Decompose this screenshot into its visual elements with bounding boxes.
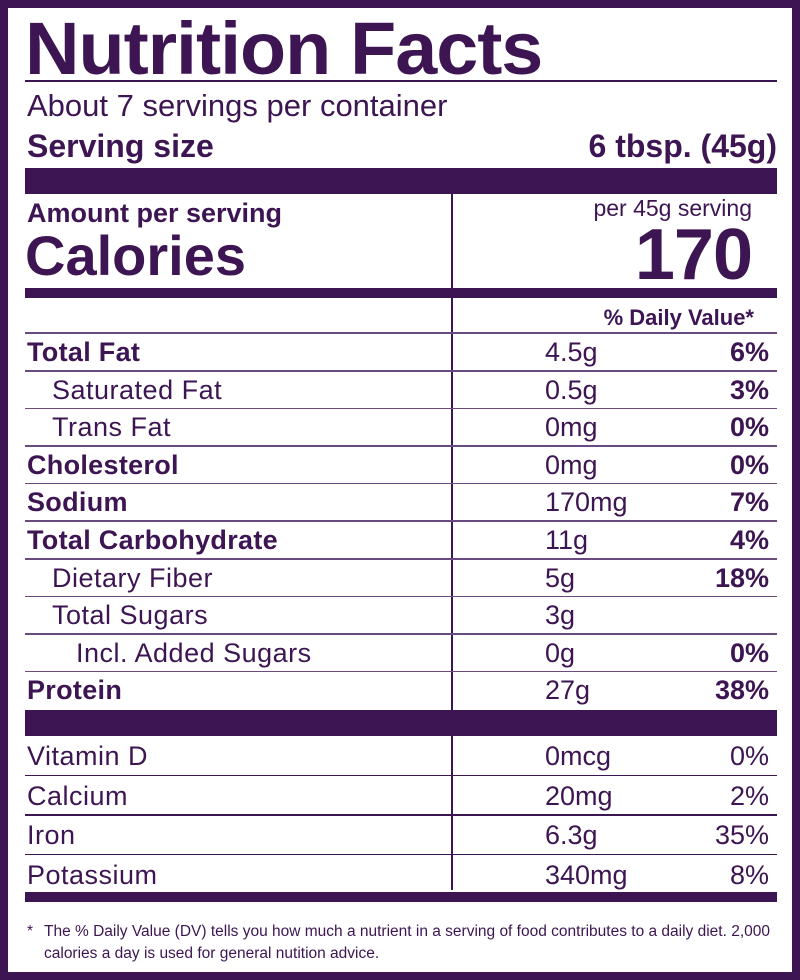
column-divider: [451, 194, 453, 890]
row-divider: [25, 482, 777, 485]
nutrient-row: Total Sugars 3g: [25, 597, 777, 635]
row-divider: [25, 445, 777, 447]
footnote-text: The % Daily Value (DV) tells you how muc…: [44, 923, 771, 962]
nutrient-row: Total Carbohydrate 11g 4%: [25, 522, 777, 560]
row-divider: [25, 370, 777, 372]
nutrient-row: Cholesterol 0mg 0%: [25, 447, 777, 485]
thick-divider-bottom: [25, 892, 777, 902]
nutrient-name: Total Carbohydrate: [27, 525, 278, 555]
nutrient-daily-value: 3%: [729, 374, 769, 405]
vitamin-name: Calcium: [27, 780, 129, 811]
row-divider: [25, 595, 777, 598]
vitamin-name: Vitamin D: [27, 741, 149, 771]
serving-size-label: Serving size: [27, 128, 214, 164]
nutrient-daily-value: 0%: [729, 412, 769, 443]
nutrient-name: Dietary Fiber: [52, 562, 214, 593]
label-title: Nutrition Facts: [25, 7, 543, 90]
row-divider: [25, 814, 777, 816]
title-rule: [25, 80, 777, 82]
nutrient-name: Total Sugars: [52, 600, 209, 631]
vitamin-amount: 6.3g: [545, 820, 598, 850]
nutrient-amount: 0mg: [545, 449, 598, 480]
row-divider: [25, 853, 777, 855]
nutrient-daily-value: 6%: [729, 337, 769, 367]
nutrient-name: Cholesterol: [27, 449, 179, 480]
vitamin-daily-value: 8%: [729, 859, 769, 890]
calories-label: Calories: [25, 224, 246, 287]
nutrient-amount: 11g: [545, 525, 589, 555]
row-divider: [25, 520, 777, 522]
vitamin-daily-value: 35%: [714, 820, 769, 850]
serving-size-value: 6 tbsp. (45g): [588, 128, 777, 164]
nutrient-row: Incl. Added Sugars 0g 0%: [25, 635, 777, 673]
nutrient-amount: 4.5g: [545, 337, 598, 367]
amount-per-serving-label: Amount per serving: [27, 198, 283, 228]
nutrient-daily-value: 0%: [729, 637, 769, 668]
nutrient-amount: 0.5g: [545, 374, 598, 405]
nutrient-amount: 5g: [545, 562, 576, 593]
serving-size-row: Serving size 6 tbsp. (45g): [27, 126, 777, 166]
nutrient-daily-value: 0%: [729, 449, 769, 480]
row-divider: [25, 774, 777, 776]
nutrient-row: Total Fat 4.5g 6%: [25, 334, 777, 372]
nutrient-row: Dietary Fiber 5g 18%: [25, 560, 777, 598]
nutrient-name: Saturated Fat: [52, 374, 223, 405]
nutrient-daily-value: 4%: [729, 525, 769, 555]
dv-header-rule: [25, 332, 777, 334]
vitamin-daily-value: 2%: [729, 780, 769, 811]
daily-value-header: % Daily Value*: [603, 305, 754, 330]
nutrient-name: Protein: [27, 675, 123, 706]
nutrient-amount: 3g: [545, 600, 576, 631]
row-divider: [25, 633, 777, 635]
calories-value: 170: [634, 215, 753, 295]
nutrient-name: Trans Fat: [52, 412, 172, 443]
nutrient-amount: 0g: [545, 637, 576, 668]
nutrient-name: Incl. Added Sugars: [76, 637, 312, 668]
nutrient-name: Total Fat: [27, 337, 141, 367]
thick-divider-top: [25, 168, 777, 194]
nutrient-daily-value: 7%: [729, 487, 769, 518]
row-divider: [25, 407, 777, 410]
nutrient-amount: 0mg: [545, 412, 598, 443]
row-divider: [25, 670, 777, 673]
nutrient-amount: 27g: [545, 675, 591, 706]
vitamin-amount: 340mg: [545, 859, 628, 890]
row-divider: [25, 558, 777, 560]
per-serving-note: per 45g serving: [593, 195, 752, 221]
nutrient-row: Protein 27g 38%: [25, 672, 777, 710]
nutrient-row: Trans Fat 0mg 0%: [25, 409, 777, 447]
footnote-marker: *: [27, 923, 34, 940]
nutrient-amount: 170mg: [545, 487, 628, 518]
nutrient-row: Saturated Fat 0.5g 3%: [25, 372, 777, 410]
vitamin-daily-value: 0%: [729, 741, 769, 771]
vitamin-row: Calcium 20mg 2%: [25, 776, 777, 816]
thick-divider-vitamins: [25, 710, 777, 736]
nutrient-daily-value: 38%: [714, 675, 769, 706]
vitamin-row: Iron 6.3g 35%: [25, 815, 777, 855]
servings-per-container: About 7 servings per container: [27, 88, 448, 123]
vitamin-name: Potassium: [27, 859, 158, 890]
vitamin-row: Vitamin D 0mcg 0%: [25, 736, 777, 776]
nutrient-name: Sodium: [27, 487, 128, 518]
nutrient-row: Sodium 170mg 7%: [25, 484, 777, 522]
vitamin-row: Potassium 340mg 8%: [25, 855, 777, 895]
vitamin-amount: 0mcg: [545, 741, 612, 771]
nutrition-facts-label: Nutrition Facts About 7 servings per con…: [8, 8, 792, 972]
thick-divider-calories: [25, 288, 777, 298]
vitamin-name: Iron: [27, 820, 76, 850]
vitamin-amount: 20mg: [545, 780, 613, 811]
nutrient-daily-value: 18%: [714, 562, 769, 593]
